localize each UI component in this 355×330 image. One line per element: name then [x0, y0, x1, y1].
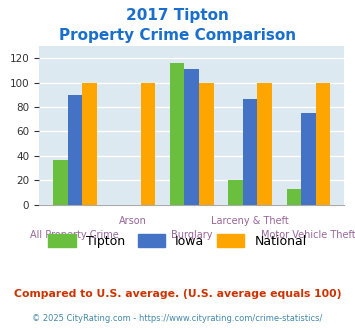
Bar: [53, 159, 67, 205]
Text: 2017 Tipton: 2017 Tipton: [126, 8, 229, 23]
Text: Property Crime Comparison: Property Crime Comparison: [59, 28, 296, 43]
Bar: [286, 189, 301, 205]
Text: Compared to U.S. average. (U.S. average equals 100): Compared to U.S. average. (U.S. average …: [14, 289, 341, 299]
Text: Arson: Arson: [119, 216, 147, 226]
Legend: Tipton, Iowa, National: Tipton, Iowa, National: [43, 229, 312, 253]
Text: © 2025 CityRating.com - https://www.cityrating.com/crime-statistics/: © 2025 CityRating.com - https://www.city…: [32, 314, 323, 323]
Bar: [141, 83, 155, 205]
Bar: [82, 83, 97, 205]
Bar: [301, 113, 316, 205]
Text: All Property Crime: All Property Crime: [31, 230, 119, 240]
Bar: [199, 83, 214, 205]
Bar: [257, 83, 272, 205]
Text: Motor Vehicle Theft: Motor Vehicle Theft: [261, 230, 355, 240]
Text: Larceny & Theft: Larceny & Theft: [211, 216, 289, 226]
Text: Burglary: Burglary: [171, 230, 212, 240]
Bar: [184, 69, 199, 205]
Bar: [228, 180, 243, 205]
Bar: [316, 83, 331, 205]
Bar: [170, 63, 184, 205]
Bar: [243, 99, 257, 205]
Bar: [67, 95, 82, 205]
